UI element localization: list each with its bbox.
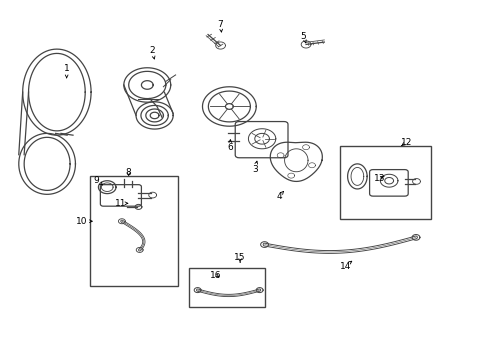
Text: 5: 5: [301, 32, 307, 41]
Text: 6: 6: [227, 143, 233, 152]
Text: 2: 2: [149, 46, 155, 55]
Text: 7: 7: [218, 19, 223, 28]
Text: 16: 16: [210, 270, 221, 279]
Text: 3: 3: [252, 165, 258, 174]
Text: 1: 1: [64, 64, 70, 73]
Text: 8: 8: [126, 168, 132, 177]
Text: 4: 4: [276, 192, 282, 201]
Text: 15: 15: [234, 253, 246, 262]
Text: 9: 9: [93, 176, 99, 185]
Bar: [189, 268, 265, 307]
Bar: [90, 176, 177, 286]
Text: 11: 11: [115, 199, 126, 208]
Text: 10: 10: [75, 217, 87, 226]
Text: 12: 12: [400, 138, 412, 147]
Text: 14: 14: [340, 262, 351, 271]
Text: 13: 13: [373, 174, 385, 183]
Bar: [340, 146, 431, 220]
